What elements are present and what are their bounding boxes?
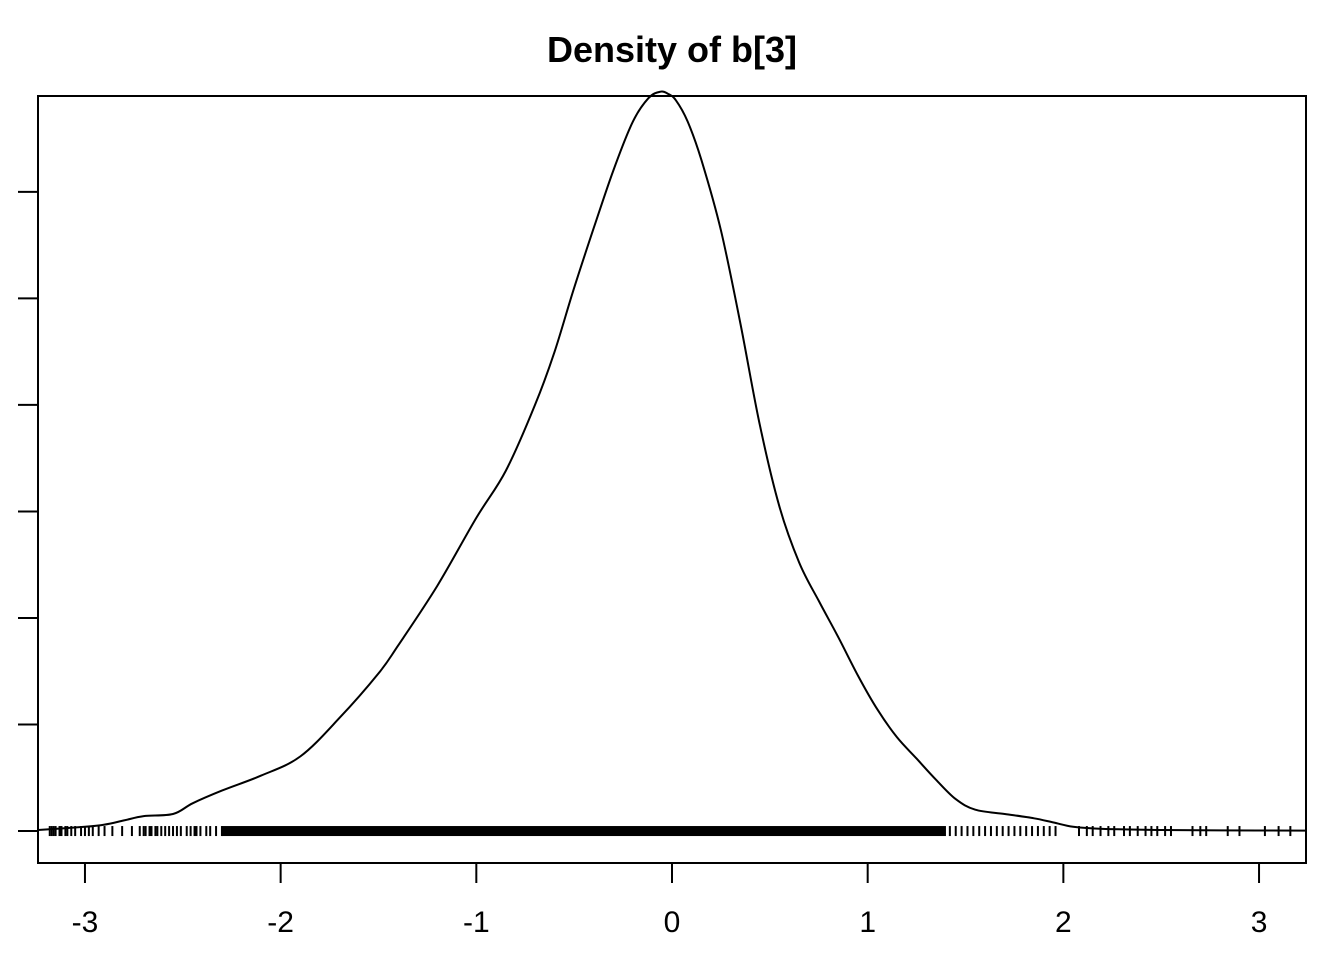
x-tick-label: 3: [1251, 906, 1268, 939]
x-tick-label: -3: [72, 906, 99, 939]
y-axis: [18, 190, 38, 833]
density-curve: [37, 90, 1307, 832]
x-axis: -3 -2 -1 0 1 2 3: [72, 863, 1268, 939]
x-tick-label: -2: [267, 906, 294, 939]
chart-title: Density of b[3]: [547, 29, 797, 70]
x-tick-label: -1: [463, 906, 490, 939]
x-tick-label: 0: [664, 906, 681, 939]
rug-dense-band: [221, 826, 946, 837]
rug-marks: [48, 826, 1292, 837]
plot-frame: [37, 95, 1307, 864]
x-tick-label: 1: [859, 906, 876, 939]
x-tick-label: 2: [1055, 906, 1072, 939]
